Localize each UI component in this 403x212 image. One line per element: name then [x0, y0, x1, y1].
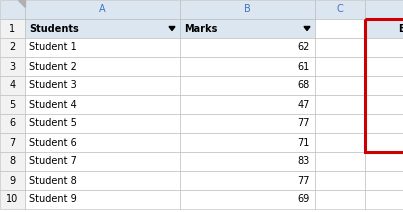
Bar: [315, 19, 365, 38]
Bar: [315, 171, 365, 190]
Text: 69: 69: [298, 194, 310, 205]
Bar: [25, 152, 180, 171]
Text: 8: 8: [9, 156, 16, 166]
Bar: [365, 171, 403, 190]
Bar: [315, 152, 365, 171]
Text: 83: 83: [298, 156, 310, 166]
Bar: [180, 114, 315, 133]
Text: 2: 2: [9, 42, 16, 53]
Bar: [180, 0, 315, 19]
Bar: [365, 190, 403, 209]
Text: Student 9: Student 9: [29, 194, 77, 205]
Bar: [315, 114, 365, 133]
Bar: [180, 133, 315, 152]
Bar: [180, 152, 315, 171]
Bar: [0, 76, 25, 95]
Text: 10: 10: [6, 194, 19, 205]
Bar: [25, 0, 180, 19]
Bar: [0, 38, 25, 57]
Bar: [0, 190, 25, 209]
Text: Student 2: Student 2: [29, 61, 77, 71]
Bar: [365, 133, 403, 152]
Text: 61: 61: [298, 61, 310, 71]
Bar: [25, 76, 180, 95]
Text: 7: 7: [9, 138, 16, 148]
Text: C: C: [337, 4, 343, 14]
Bar: [0, 57, 25, 76]
Text: 71: 71: [298, 138, 310, 148]
Text: 77: 77: [297, 119, 310, 128]
Bar: [0, 114, 25, 133]
Bar: [0, 133, 25, 152]
Text: Student 7: Student 7: [29, 156, 77, 166]
Bar: [315, 133, 365, 152]
Bar: [180, 190, 315, 209]
Text: 77: 77: [297, 176, 310, 186]
Text: B: B: [244, 4, 251, 14]
Text: 68: 68: [298, 81, 310, 91]
Polygon shape: [18, 0, 25, 7]
Bar: [315, 190, 365, 209]
Text: 47: 47: [298, 99, 310, 110]
Bar: [25, 95, 180, 114]
Bar: [315, 95, 365, 114]
Text: 9: 9: [9, 176, 16, 186]
Text: Marks: Marks: [184, 24, 217, 33]
Bar: [365, 114, 403, 133]
Bar: [365, 57, 403, 76]
Text: 4: 4: [9, 81, 16, 91]
Bar: [180, 171, 315, 190]
Text: Student 4: Student 4: [29, 99, 77, 110]
Text: Student 5: Student 5: [29, 119, 77, 128]
Bar: [25, 190, 180, 209]
Text: 62: 62: [298, 42, 310, 53]
Text: A: A: [99, 4, 106, 14]
Bar: [0, 95, 25, 114]
Polygon shape: [169, 26, 175, 31]
Text: Bins: Bins: [398, 24, 403, 33]
Text: 5: 5: [9, 99, 16, 110]
Text: 6: 6: [9, 119, 16, 128]
Bar: [180, 95, 315, 114]
Bar: [180, 38, 315, 57]
Bar: [365, 76, 403, 95]
Bar: [315, 57, 365, 76]
Bar: [0, 152, 25, 171]
Bar: [365, 95, 403, 114]
Bar: [315, 0, 365, 19]
Bar: [0, 171, 25, 190]
Bar: [365, 19, 403, 38]
Bar: [365, 38, 403, 57]
Bar: [25, 114, 180, 133]
Bar: [25, 171, 180, 190]
Polygon shape: [304, 26, 310, 31]
Bar: [315, 38, 365, 57]
Bar: [0, 19, 25, 38]
Bar: [365, 152, 403, 171]
Bar: [180, 57, 315, 76]
Bar: [0, 0, 25, 19]
Bar: [365, 0, 403, 19]
Text: Students: Students: [29, 24, 79, 33]
Bar: [365, 19, 403, 152]
Bar: [315, 76, 365, 95]
Text: Student 1: Student 1: [29, 42, 77, 53]
Text: Student 8: Student 8: [29, 176, 77, 186]
Bar: [25, 133, 180, 152]
Bar: [25, 38, 180, 57]
Bar: [180, 76, 315, 95]
Bar: [25, 19, 180, 38]
Text: 1: 1: [9, 24, 16, 33]
Text: Student 6: Student 6: [29, 138, 77, 148]
Bar: [25, 57, 180, 76]
Text: 3: 3: [9, 61, 16, 71]
Text: Student 3: Student 3: [29, 81, 77, 91]
Bar: [180, 19, 315, 38]
